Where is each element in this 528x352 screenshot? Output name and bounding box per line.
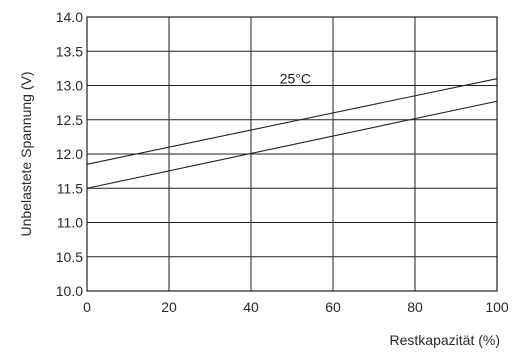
grid: [86, 16, 498, 292]
x-tick-label-4: 80: [407, 299, 423, 315]
y-tick-label-0: 10.0: [56, 283, 83, 299]
y-tick-label-2: 11.0: [57, 215, 83, 231]
series-line-0: [86, 78, 498, 165]
y-tick-labels: 10.0 10.5 11.0 11.5 12.0 12.5 13.0 13.5 14.0: [56, 9, 83, 299]
x-tick-label-2: 40: [243, 299, 259, 315]
y-axis-label: Unbelastete Spannung (V): [18, 72, 34, 237]
annotation-0: 25°C: [280, 71, 311, 87]
y-tick-label-4: 12.0: [56, 146, 83, 162]
plot-frame: [86, 16, 498, 292]
series-lines: [86, 78, 498, 189]
x-tick-label-5: 100: [485, 299, 509, 315]
y-tick-label-1: 10.5: [56, 249, 83, 265]
x-tick-labels: 0 20 40 60 80 100: [83, 299, 509, 315]
x-tick-label-0: 0: [83, 299, 91, 315]
y-tick-label-7: 13.5: [56, 43, 83, 59]
y-tick-label-5: 12.5: [56, 112, 83, 128]
series-line-1: [86, 100, 498, 189]
y-tick-label-8: 14.0: [56, 9, 83, 25]
y-tick-label-6: 13.0: [56, 78, 83, 94]
annotations: 25°C: [280, 71, 311, 87]
y-tick-label-3: 11.5: [57, 180, 83, 196]
x-tick-label-1: 20: [161, 299, 177, 315]
x-tick-label-3: 60: [325, 299, 341, 315]
x-axis-label: Restkapazität (%): [390, 332, 500, 348]
